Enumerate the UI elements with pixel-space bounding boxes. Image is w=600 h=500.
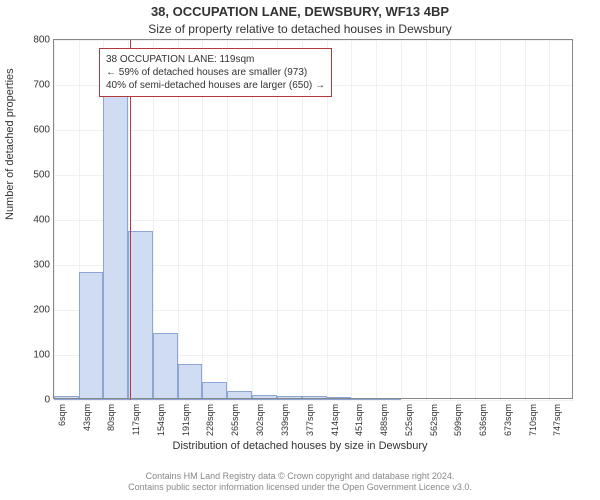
gridline <box>54 130 574 131</box>
x-tick-label: 636sqm <box>478 404 488 444</box>
x-tick-label: 451sqm <box>354 404 364 444</box>
gridline <box>525 40 526 400</box>
x-tick-label: 302sqm <box>255 404 265 444</box>
y-tick-label: 500 <box>10 170 50 181</box>
histogram-bar <box>128 231 153 400</box>
histogram-bar <box>178 364 203 400</box>
histogram-bar <box>227 391 252 400</box>
x-tick-label: 747sqm <box>552 404 562 444</box>
y-tick-label: 100 <box>10 350 50 361</box>
chart-title: 38, OCCUPATION LANE, DEWSBURY, WF13 4BP <box>0 4 600 19</box>
y-axis-title: Number of detached properties <box>4 68 16 220</box>
gridline <box>500 40 501 400</box>
y-tick-label: 800 <box>10 35 50 46</box>
gridline <box>426 40 427 400</box>
x-tick-label: 80sqm <box>106 404 116 444</box>
y-tick-label: 200 <box>10 305 50 316</box>
footnote: Contains HM Land Registry data © Crown c… <box>0 471 600 494</box>
annotation-box: 38 OCCUPATION LANE: 119sqm ← 59% of deta… <box>99 48 332 97</box>
x-tick-label: 414sqm <box>330 404 340 444</box>
histogram-bar <box>327 397 352 400</box>
gridline <box>351 40 352 400</box>
gridline <box>54 400 574 401</box>
histogram-bar <box>153 333 178 401</box>
x-tick-label: 525sqm <box>404 404 414 444</box>
x-tick-label: 43sqm <box>82 404 92 444</box>
x-tick-label: 228sqm <box>205 404 215 444</box>
annotation-line: ← 59% of detached houses are smaller (97… <box>106 66 325 79</box>
x-tick-label: 191sqm <box>181 404 191 444</box>
histogram-bar <box>302 396 327 400</box>
x-tick-label: 377sqm <box>305 404 315 444</box>
x-tick-label: 599sqm <box>453 404 463 444</box>
gridline <box>54 220 574 221</box>
gridline <box>54 175 574 176</box>
x-tick-label: 265sqm <box>230 404 240 444</box>
gridline <box>54 40 55 400</box>
x-tick-label: 117sqm <box>131 404 141 444</box>
gridline <box>475 40 476 400</box>
x-tick-label: 488sqm <box>379 404 389 444</box>
x-tick-label: 154sqm <box>156 404 166 444</box>
y-tick-label: 0 <box>10 395 50 406</box>
histogram-bar <box>103 94 128 400</box>
x-tick-label: 562sqm <box>429 404 439 444</box>
gridline <box>376 40 377 400</box>
y-tick-label: 400 <box>10 215 50 226</box>
histogram-bar <box>277 396 302 401</box>
footnote-line: Contains HM Land Registry data © Crown c… <box>0 471 600 483</box>
chart-subtitle: Size of property relative to detached ho… <box>0 22 600 36</box>
x-tick-label: 6sqm <box>57 404 67 444</box>
y-tick-label: 600 <box>10 125 50 136</box>
x-tick-label: 339sqm <box>280 404 290 444</box>
histogram-bar <box>202 382 227 400</box>
gridline <box>54 40 574 41</box>
annotation-line: 40% of semi-detached houses are larger (… <box>106 79 325 92</box>
histogram-bar <box>252 395 277 400</box>
histogram-bar <box>351 398 376 400</box>
y-tick-label: 700 <box>10 80 50 91</box>
gridline <box>401 40 402 400</box>
gridline <box>450 40 451 400</box>
annotation-line: 38 OCCUPATION LANE: 119sqm <box>106 53 325 66</box>
plot-area: 38 OCCUPATION LANE: 119sqm ← 59% of deta… <box>54 40 574 400</box>
histogram-bar <box>54 396 79 400</box>
x-tick-label: 710sqm <box>528 404 538 444</box>
histogram-bar <box>79 272 104 400</box>
x-tick-label: 673sqm <box>503 404 513 444</box>
y-tick-label: 300 <box>10 260 50 271</box>
footnote-line: Contains public sector information licen… <box>0 482 600 494</box>
histogram-bar <box>376 398 401 400</box>
gridline <box>549 40 550 400</box>
